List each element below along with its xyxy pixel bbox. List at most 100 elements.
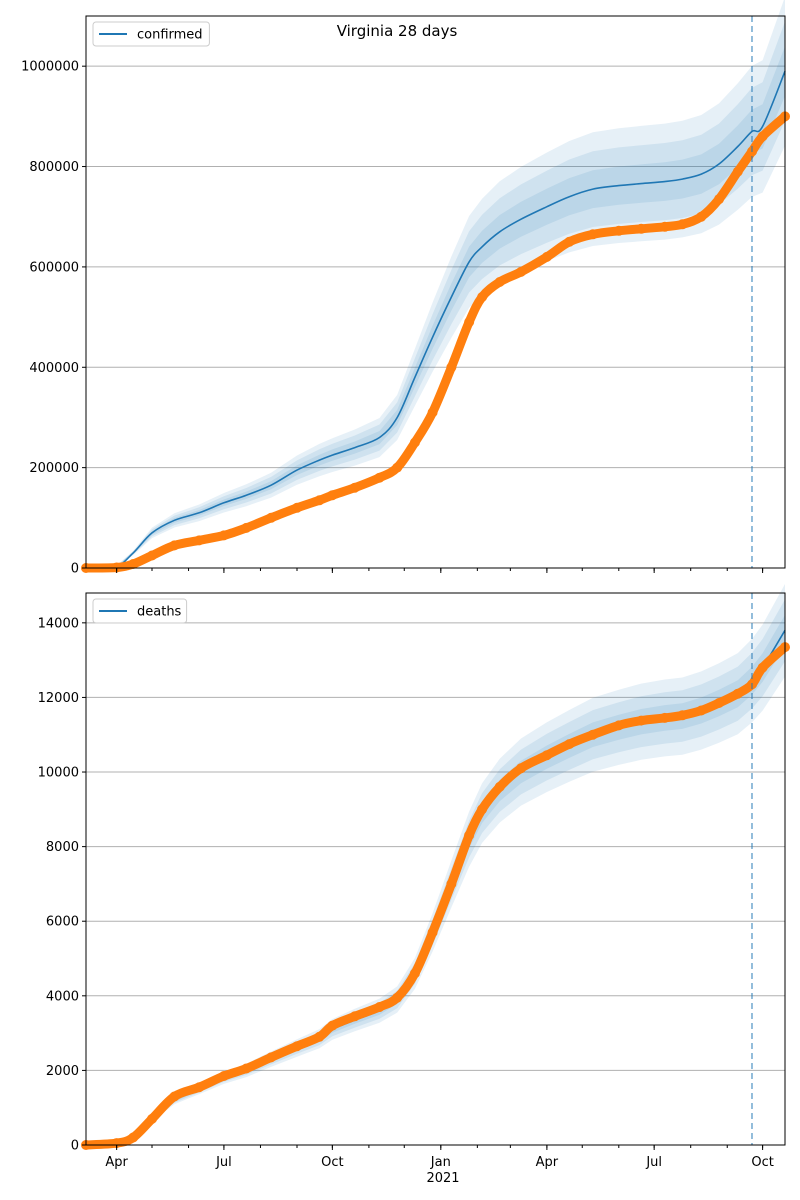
deaths-observed-series: [81, 642, 790, 1150]
observed-point: [427, 927, 438, 938]
observed-point: [349, 482, 360, 493]
legend-label: confirmed: [137, 28, 203, 43]
observed-point: [714, 194, 724, 205]
observed-point: [757, 131, 768, 142]
confirmed-model-series: [85, 70, 786, 570]
observed-point: [494, 277, 505, 287]
deaths-x-axis: Apr Jul Oct Jan Apr Jul Oct: [105, 1145, 774, 1170]
confirmed-legend: confirmed: [92, 21, 210, 47]
x-tick-label: Oct: [751, 1155, 773, 1170]
x-tick-label: Jan: [430, 1155, 451, 1170]
observed-point: [169, 1091, 180, 1102]
observed-point: [464, 830, 475, 841]
y-tick-label: 10000: [38, 766, 79, 781]
observed-point: [677, 219, 688, 230]
confirmed-panel: 0 200000 400000 600000 800000 1000000 confirm…: [21, 0, 790, 577]
uncertainty-band: [86, 599, 785, 1145]
observed-point: [696, 211, 707, 222]
observed-point: [587, 729, 598, 740]
observed-point: [194, 535, 205, 546]
observed-point: [241, 522, 252, 533]
observed-point: [541, 750, 552, 761]
x-tick-label: Jul: [215, 1155, 232, 1170]
uncertainty-band: [86, 21, 785, 568]
observed-point: [564, 739, 575, 750]
y-tick-label: 12000: [38, 691, 79, 706]
deaths-legend: deaths: [92, 598, 188, 624]
observed-point: [464, 317, 475, 328]
observed-point: [757, 662, 768, 673]
legend-label: deaths: [137, 605, 182, 620]
y-tick-label: 200000: [29, 461, 79, 476]
observed-point: [128, 1132, 139, 1143]
observed-point: [477, 804, 488, 815]
y-tick-label: 14000: [38, 616, 79, 631]
x-tick-label: Jul: [645, 1155, 662, 1170]
observed-point: [409, 437, 420, 448]
deaths-axes-frame: [85, 592, 786, 1146]
observed-point: [314, 1031, 325, 1042]
confirmed-uncertainty-bands: [86, 0, 785, 568]
observed-point: [349, 1011, 360, 1022]
legend-box: [92, 21, 210, 47]
observed-point: [659, 221, 670, 232]
observed-point: [659, 712, 670, 723]
observed-point: [266, 512, 277, 523]
observed-point: [516, 763, 526, 774]
x-tick-label: Apr: [105, 1155, 128, 1170]
x-axis-year-label: 2021: [426, 1171, 459, 1186]
observed-point: [732, 688, 743, 699]
observed-point: [266, 1052, 277, 1063]
deaths-y-axis: 0 2000 4000 6000 8000 10000 12000 14000: [38, 616, 86, 1154]
confirmed-y-axis: 0 200000 400000 600000 800000 1000000: [21, 60, 86, 577]
observed-point: [392, 992, 403, 1003]
observed-point: [427, 407, 438, 418]
observed-point: [218, 530, 229, 541]
observed-point: [714, 698, 724, 708]
observed-point: [613, 225, 624, 236]
observed-point: [516, 266, 526, 277]
observed-point: [292, 502, 302, 513]
observed-point: [314, 495, 325, 506]
uncertainty-band: [86, 46, 785, 568]
observed-point: [696, 705, 707, 716]
y-tick-label: 0: [71, 1139, 79, 1154]
y-tick-label: 800000: [29, 160, 79, 175]
observed-point: [241, 1063, 252, 1074]
y-tick-label: 2000: [46, 1064, 79, 1079]
observed-point: [636, 715, 647, 726]
observed-point: [327, 1020, 338, 1031]
observed-point: [732, 166, 743, 177]
y-tick-label: 0: [71, 562, 79, 577]
observed-point: [147, 1113, 157, 1124]
observed-point: [374, 472, 385, 483]
y-tick-label: 1000000: [21, 60, 79, 75]
observed-point: [194, 1082, 205, 1093]
observed-point: [677, 710, 688, 721]
legend-box: [92, 598, 188, 624]
y-tick-label: 600000: [29, 260, 79, 275]
observed-point: [218, 1071, 229, 1081]
confirmed-x-axis: [116, 568, 764, 573]
y-tick-label: 4000: [46, 989, 79, 1004]
observed-point: [111, 1138, 122, 1149]
y-tick-label: 6000: [46, 915, 79, 930]
y-tick-label: 8000: [46, 840, 79, 855]
observed-point: [392, 462, 403, 473]
deaths-panel: 0 2000 4000 6000 8000 10000 12000 14000 Apr Jul O…: [38, 584, 790, 1186]
model-line: [85, 70, 786, 570]
y-tick-label: 400000: [29, 361, 79, 376]
observed-point: [327, 490, 338, 501]
uncertainty-band: [86, 0, 785, 568]
observed-point: [446, 878, 457, 889]
observed-point: [587, 229, 598, 240]
observed-point: [477, 292, 488, 302]
observed-point: [613, 720, 624, 731]
x-tick-label: Apr: [536, 1155, 559, 1170]
observed-point: [494, 781, 505, 792]
confirmed-axes-frame: [85, 15, 786, 569]
chart-title: Virginia 28 days: [337, 22, 458, 40]
observed-point: [409, 968, 420, 979]
observed-point: [564, 236, 575, 247]
